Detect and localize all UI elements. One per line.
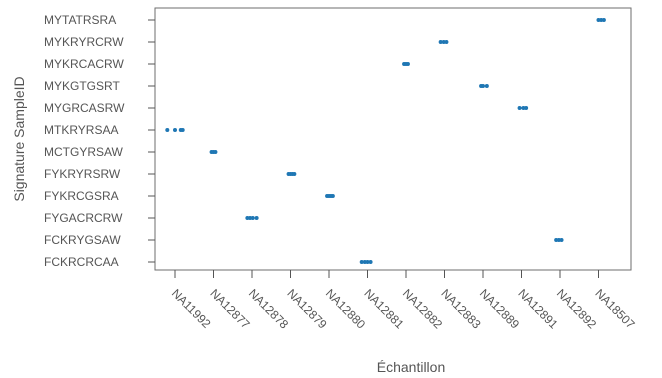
x-tick-label: NA12881 [361, 286, 407, 332]
data-point [359, 260, 364, 264]
data-point [517, 106, 522, 110]
data-point [484, 84, 489, 88]
data-point [330, 194, 335, 198]
x-axis: NA11992NA12877NA12878NA12879NA12880NA128… [169, 270, 638, 332]
y-tick-label: FYGACRCRW [44, 211, 123, 225]
x-tick-label: NA12891 [515, 286, 561, 332]
data-point [180, 128, 185, 132]
data-point [481, 84, 485, 88]
data-point [165, 128, 170, 132]
data-point [254, 216, 259, 220]
data-point [292, 172, 297, 176]
data-point [601, 18, 606, 22]
x-tick-label: NA12877 [207, 286, 253, 332]
x-tick-label: NA12878 [246, 286, 292, 332]
data-point [559, 238, 564, 242]
x-tick-label: NA11992 [169, 286, 214, 331]
x-tick-label: NA12892 [554, 286, 600, 332]
y-axis: FCKRCRCAA FCKRYGSAW FYGACRCRW FYKRCGSRA FYKR… [44, 13, 155, 269]
y-tick-label: FCKRCRCAA [44, 255, 119, 269]
y-axis-title: Signature SampleID [11, 76, 27, 201]
data-point [438, 40, 443, 44]
x-tick-label: NA12879 [284, 286, 330, 332]
x-tick-label: NA18507 [592, 286, 638, 332]
data-point [365, 260, 370, 264]
y-tick-label: FYKRYRSRW [44, 167, 121, 181]
x-tick-label: NA12889 [477, 286, 523, 332]
data-point [173, 128, 177, 132]
y-tick-label: MYTATRSRA [44, 13, 116, 27]
x-axis-title: Échantillon [377, 359, 446, 375]
data-point [524, 106, 529, 110]
data-point [405, 62, 410, 66]
data-points [165, 18, 606, 264]
plot-frame [154, 7, 632, 271]
x-tick-label: NA12880 [323, 286, 369, 332]
data-point [368, 260, 373, 264]
y-tick-label: FCKRYGSAW [44, 233, 121, 247]
y-tick-label: MYKRCACRW [44, 57, 124, 71]
y-tick-label: MYKGTGSRT [44, 79, 120, 93]
y-tick-label: MYKRYRCRW [44, 35, 124, 49]
x-tick-label: NA12883 [438, 286, 484, 332]
data-point [444, 40, 449, 44]
data-point [250, 216, 255, 220]
y-tick-label: MYGRCASRW [44, 101, 125, 115]
y-tick-label: MTKRYRSAA [44, 123, 118, 137]
x-tick-label: NA12882 [400, 286, 446, 332]
y-tick-label: FYKRCGSRA [44, 189, 119, 203]
y-tick-label: MCTGYRSAW [44, 145, 124, 159]
data-point [213, 150, 218, 154]
